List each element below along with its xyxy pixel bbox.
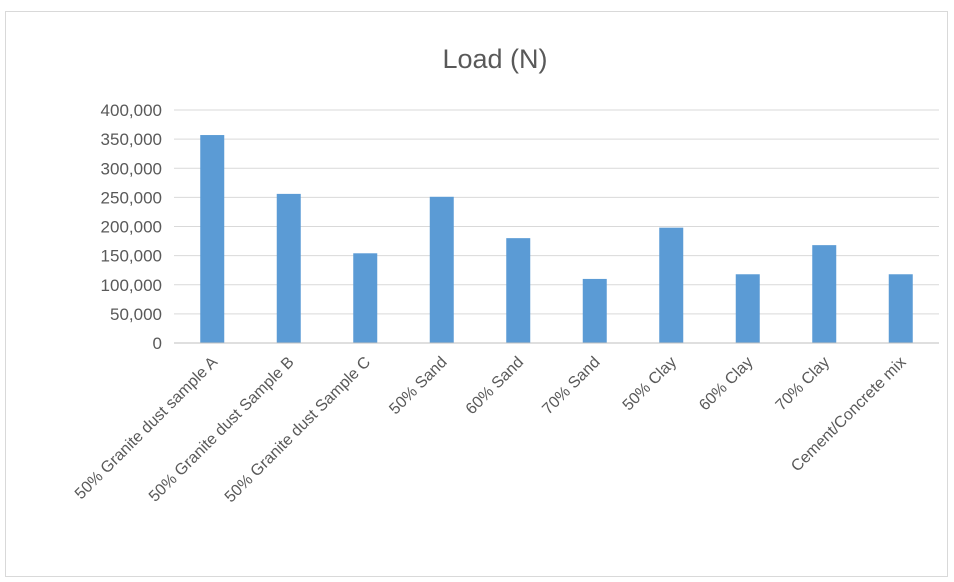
bar [812,245,837,343]
bar [353,253,378,343]
bar [276,193,301,343]
x-category-label: 60% Clay [696,354,756,414]
y-tick-label: 50,000 [110,305,162,324]
x-category-label: 50% Granite dust sample A [72,354,221,503]
bar [429,196,454,343]
y-tick-label: 350,000 [101,130,162,149]
x-category-label: 50% Sand [386,354,450,418]
y-tick-label: 100,000 [101,276,162,295]
y-tick-label: 150,000 [101,247,162,266]
x-category-label: 50% Granite dust Sample B [146,354,298,506]
bar [582,278,607,343]
x-category-label: 70% Sand [539,354,603,418]
x-category-label: 70% Clay [773,354,833,414]
y-tick-label: 250,000 [101,188,162,207]
y-axis-tick-labels: 0 50,000 100,000 150,000 200,000 250,000 300,0… [101,101,162,353]
x-category-label: 50% Granite dust Sample C [222,354,374,506]
bar [735,274,760,343]
chart-frame [5,11,948,577]
chart-title: Load (N) [442,44,547,74]
bar [659,227,684,343]
gridlines [174,109,939,315]
bar [506,238,531,343]
y-tick-label: 0 [153,334,162,353]
x-category-label: 50% Clay [620,354,680,414]
bar [888,274,913,343]
x-axis-category-labels: 50% Granite dust sample A50% Granite dus… [72,354,910,506]
bar [200,135,225,343]
y-tick-label: 400,000 [101,101,162,120]
y-tick-label: 200,000 [101,218,162,237]
x-category-label: 60% Sand [463,354,527,418]
bars [200,135,913,343]
y-tick-label: 300,000 [101,159,162,178]
